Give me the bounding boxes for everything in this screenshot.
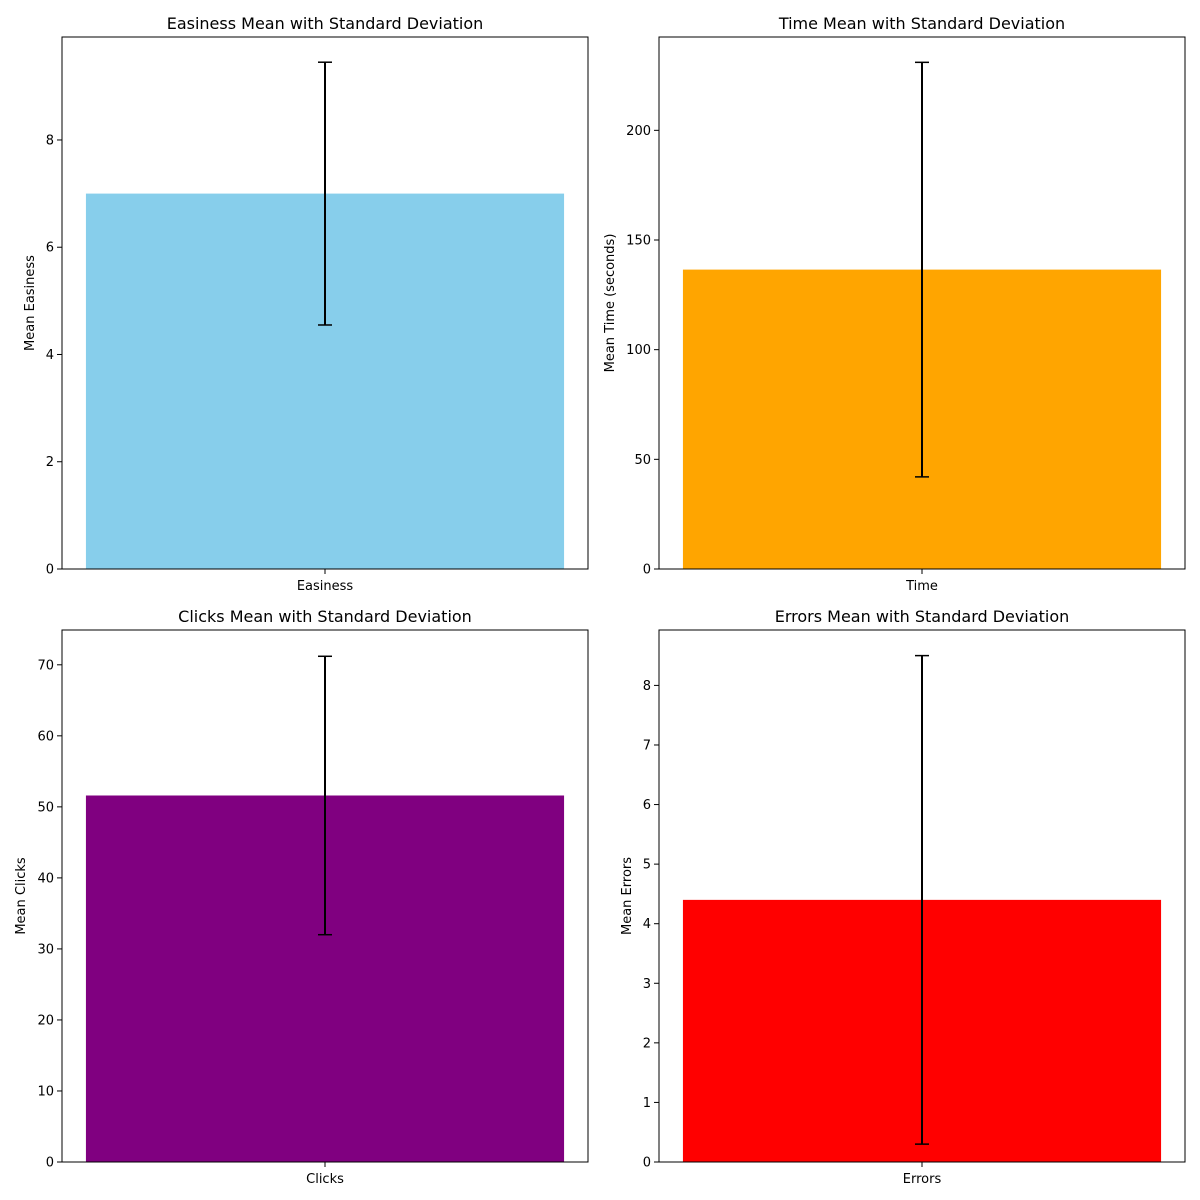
y-tick-label: 70 — [37, 658, 54, 673]
plot-frame — [61, 629, 589, 1163]
y-tick-label: 2 — [46, 455, 54, 470]
subplot-clicks: Clicks Mean with Standard Deviation Mean… — [14, 607, 589, 1187]
subplot-title: Clicks Mean with Standard Deviation — [178, 607, 472, 626]
y-tick-label: 8 — [46, 133, 54, 148]
y-tick-label: 2 — [643, 1036, 651, 1051]
y-tick-label: 10 — [37, 1084, 54, 1099]
y-tick-label: 3 — [643, 977, 651, 992]
y-tick-label: 40 — [37, 871, 54, 886]
plot-frame — [658, 36, 1186, 570]
subplot-title: Easiness Mean with Standard Deviation — [167, 14, 484, 33]
subplot-errors: Errors Mean with Standard Deviation Mean… — [620, 607, 1186, 1187]
y-tick-label: 50 — [634, 453, 651, 468]
subplot-easiness: Easiness Mean with Standard Deviation Me… — [23, 14, 589, 594]
plot-frame — [61, 36, 589, 570]
y-tick-label: 150 — [626, 233, 651, 248]
y-tick-label: 6 — [46, 241, 54, 256]
y-tick-label: 0 — [46, 1156, 54, 1171]
x-tick-label: Errors — [903, 1172, 942, 1187]
y-tick-label: 8 — [643, 679, 651, 694]
y-tick-label: 100 — [626, 343, 651, 358]
y-tick-label: 30 — [37, 942, 54, 957]
subplot-title: Time Mean with Standard Deviation — [778, 14, 1065, 33]
y-tick-label: 0 — [46, 563, 54, 578]
y-tick-label: 50 — [37, 800, 54, 815]
y-tick-label: 6 — [643, 798, 651, 813]
x-tick-label: Time — [905, 579, 938, 594]
y-tick-label: 200 — [626, 124, 651, 139]
y-tick-label: 60 — [37, 729, 54, 744]
y-tick-label: 20 — [37, 1013, 54, 1028]
y-axis-label: Mean Clicks — [14, 857, 29, 935]
y-axis-label: Mean Errors — [620, 857, 635, 935]
y-tick-label: 7 — [643, 738, 651, 753]
plot-frame — [658, 629, 1186, 1163]
y-tick-label: 0 — [643, 563, 651, 578]
subplot-time: Time Mean with Standard Deviation Mean T… — [603, 14, 1186, 594]
y-tick-label: 4 — [46, 348, 54, 363]
x-tick-label: Clicks — [306, 1172, 344, 1187]
y-axis-label: Mean Easiness — [23, 255, 38, 351]
y-tick-label: 1 — [643, 1096, 651, 1111]
x-tick-label: Easiness — [297, 579, 354, 594]
subplot-title: Errors Mean with Standard Deviation — [775, 607, 1070, 626]
y-tick-label: 4 — [643, 917, 651, 932]
y-axis-label: Mean Time (seconds) — [603, 234, 618, 373]
y-tick-label: 0 — [643, 1156, 651, 1171]
y-tick-label: 5 — [643, 858, 651, 873]
